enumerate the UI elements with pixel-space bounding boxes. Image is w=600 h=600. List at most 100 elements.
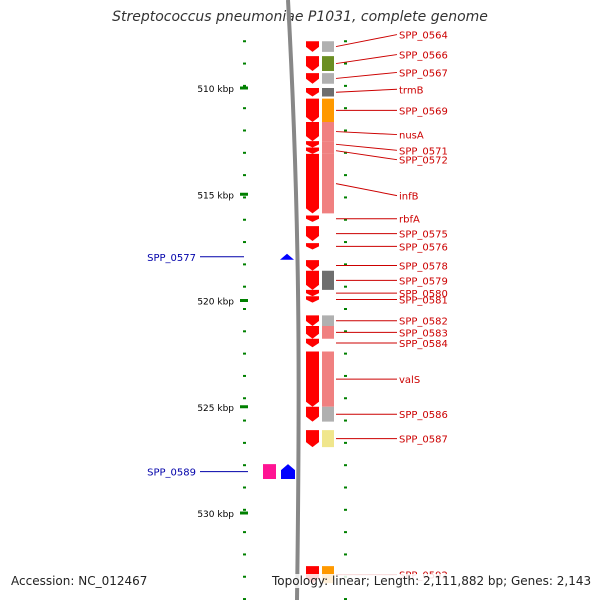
grid-tick	[243, 531, 246, 534]
gene-arrow	[306, 260, 319, 271]
scale-tick	[240, 511, 248, 515]
gene-product-box	[322, 326, 334, 339]
grid-tick	[344, 263, 347, 266]
gene-label: SPP_0575	[399, 230, 448, 241]
grid-tick	[243, 107, 246, 110]
scale-tick	[240, 405, 248, 409]
gene-product-box	[322, 153, 334, 214]
scale-label: 530 kbp	[197, 510, 234, 520]
grid-tick	[243, 441, 246, 444]
gene-product-box	[322, 88, 334, 97]
gene-arrow	[306, 326, 319, 339]
grid-tick	[243, 84, 246, 87]
gene-label-line	[335, 34, 398, 48]
gene-product-box	[322, 122, 334, 142]
gene-arrow	[306, 296, 319, 303]
gene-arrow	[306, 430, 319, 448]
gene-label: SPP_0572	[399, 156, 448, 167]
gene-label: trmB	[399, 85, 424, 96]
grid-tick	[243, 308, 246, 310]
grid-tick	[243, 419, 246, 422]
gene-label: SPP_0577	[147, 253, 196, 264]
gene-arrow	[281, 464, 295, 479]
gene-arrow	[280, 253, 294, 260]
scale-label: 515 kbp	[197, 191, 234, 201]
genome-summary: Topology: linear; Length: 2,111,882 bp; …	[270, 574, 594, 588]
grid-tick	[344, 241, 347, 244]
grid-tick	[344, 40, 347, 43]
scale-label: 520 kbp	[197, 298, 234, 308]
gene-label-line	[335, 54, 398, 65]
gene-label: infB	[399, 192, 419, 203]
grid-tick	[344, 374, 347, 377]
gene-arrow	[306, 98, 319, 122]
gene-label: SPP_0564	[399, 31, 448, 42]
gene-label: SPP_0580	[399, 289, 448, 300]
gene-label: rbfA	[399, 215, 420, 226]
grid-tick	[243, 598, 246, 600]
gene-arrow	[306, 147, 319, 154]
gene-label: SPP_0586	[399, 410, 448, 421]
grid-tick	[344, 285, 347, 288]
gene-labels: SPP_0564 SPP_0566 SPP_0567 trmB SPP_0569 nusA…	[147, 31, 448, 582]
scale-label: 510 kbp	[197, 85, 234, 95]
gene-arrow	[306, 41, 319, 52]
map-title: Streptococcus pneumoniae P1031, complete…	[112, 9, 488, 25]
gene-product-box	[322, 147, 334, 154]
grid-tick	[243, 196, 246, 199]
gene-label: SPP_0584	[399, 339, 448, 350]
gene-arrow	[306, 226, 319, 241]
gene-label: SPP_0567	[399, 68, 448, 79]
gene-label: SPP_0582	[399, 317, 448, 328]
grid-tick	[344, 84, 347, 87]
grid-tick	[243, 263, 246, 266]
grid-tick	[243, 330, 246, 333]
scale-tick	[240, 86, 248, 90]
grid-tick	[344, 508, 347, 511]
gene-label: SPP_0566	[399, 51, 448, 62]
grid-tick	[243, 40, 246, 43]
gene-label-line	[335, 150, 398, 161]
grid-tick	[344, 174, 347, 177]
gene-arrow	[306, 88, 319, 97]
gene-label-line	[335, 71, 398, 79]
grid-tick	[344, 486, 347, 489]
grid-tick	[344, 151, 347, 154]
grid-tick	[344, 352, 347, 355]
gene-label-line	[335, 183, 398, 197]
grid-tick	[344, 441, 347, 444]
gene-label: SPP_0576	[399, 242, 448, 253]
gene-track	[263, 41, 334, 584]
grid-tick	[344, 196, 347, 199]
grid-tick	[344, 107, 347, 110]
gene-product-box	[322, 141, 334, 148]
grid-tick	[344, 218, 347, 221]
gene-arrow	[306, 270, 319, 290]
grid-tick	[243, 241, 246, 244]
grid-tick	[243, 508, 246, 511]
grid-tick	[243, 151, 246, 154]
gene-arrow	[306, 289, 319, 297]
grid-tick	[344, 397, 347, 400]
grid-tick	[243, 397, 246, 400]
gene-arrow	[306, 153, 319, 214]
gene-arrow	[306, 315, 319, 326]
gene-label: SPP_0589	[147, 468, 196, 479]
gene-product-box	[322, 73, 334, 84]
gene-arrow	[306, 338, 319, 348]
grid-tick	[344, 62, 347, 65]
grid-tick	[243, 285, 246, 288]
grid-tick	[243, 174, 246, 177]
grid-tick	[344, 553, 347, 556]
grid-ticks	[243, 40, 347, 600]
scale-axis: 510 kbp 515 kbp 520 kbp 525 kbp 530 kbp	[197, 85, 248, 520]
grid-tick	[344, 330, 347, 333]
grid-tick	[344, 464, 347, 467]
gene-arrow	[306, 56, 319, 71]
grid-tick	[243, 464, 246, 467]
grid-tick	[243, 62, 246, 65]
gene-label-line	[335, 88, 398, 93]
gene-label: SPP_0583	[399, 328, 448, 339]
grid-tick	[243, 129, 246, 132]
